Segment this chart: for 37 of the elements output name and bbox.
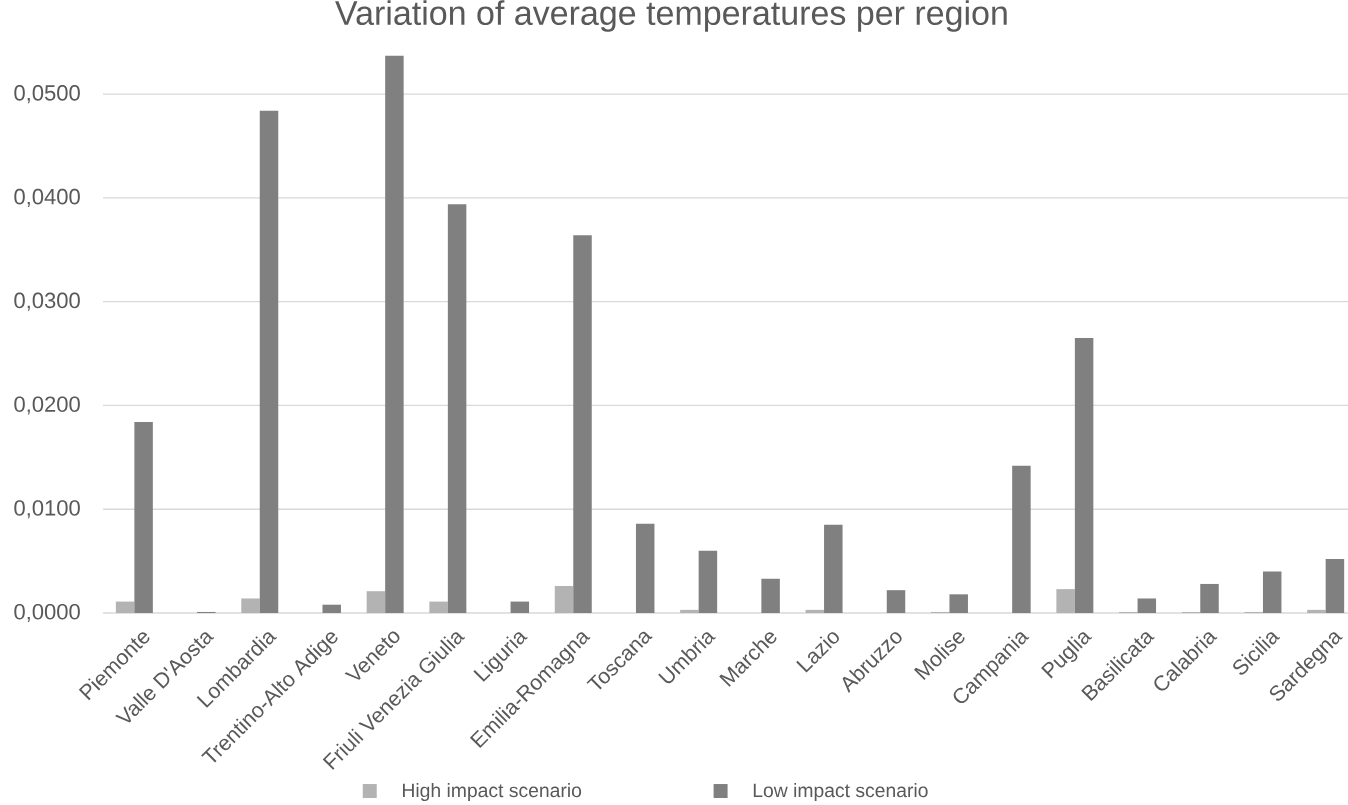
- bar: [1200, 583, 1219, 613]
- bar: [322, 604, 341, 613]
- bar: [698, 550, 718, 613]
- bar: [447, 204, 467, 613]
- bar: [680, 609, 699, 613]
- bar: [824, 524, 843, 613]
- y-tick-label: 0,0000: [14, 603, 80, 623]
- legend-label: Low impact scenario: [753, 783, 928, 802]
- bar: [1307, 609, 1326, 613]
- bar: [635, 523, 655, 613]
- bar: [429, 601, 448, 613]
- legend-label: High impact scenario: [403, 783, 582, 802]
- bar: [886, 590, 906, 613]
- bar: [949, 594, 968, 613]
- bar: [1137, 598, 1157, 613]
- bar: [1056, 589, 1075, 613]
- bar: [1074, 338, 1094, 613]
- bar: [241, 598, 260, 613]
- y-tick-label: 0,0100: [14, 500, 80, 519]
- bar: [1325, 559, 1345, 613]
- y-tick-label: 0,0200: [14, 396, 80, 415]
- bar: [1012, 465, 1031, 613]
- bar: [761, 578, 780, 613]
- bar: [510, 601, 530, 613]
- y-tick-label: 0,0300: [14, 292, 80, 311]
- bar: [1262, 571, 1282, 613]
- bar: [573, 235, 592, 613]
- bar: [259, 110, 279, 613]
- y-tick-label: 0,0400: [14, 188, 80, 208]
- bar: [805, 609, 825, 613]
- bar: [134, 422, 153, 613]
- bar: [385, 55, 404, 613]
- y-tick-label: 0,0500: [14, 85, 80, 104]
- bar: [115, 601, 135, 613]
- bar: [366, 591, 386, 613]
- bar: [554, 586, 574, 613]
- chart-title: Variation of average temperatures per region: [335, 0, 1007, 32]
